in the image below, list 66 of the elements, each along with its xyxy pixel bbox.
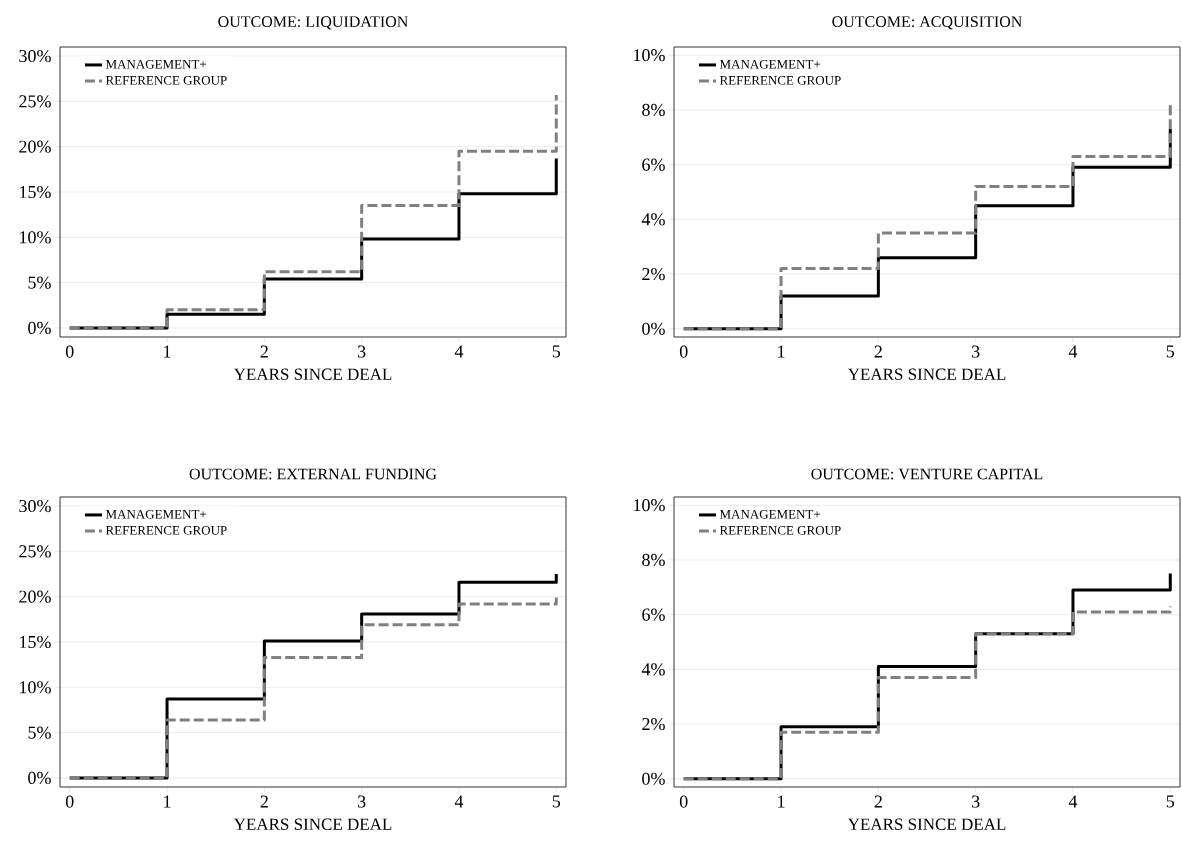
- x-tick-label: 2: [874, 795, 882, 808]
- legend-label: MANAGEMENT+: [105, 59, 207, 69]
- chart-title: OUTCOME: ACQUISITION: [832, 16, 1022, 30]
- y-tick-label: 5%: [28, 276, 51, 289]
- y-tick-label: 10%: [20, 231, 51, 244]
- x-tick-label: 0: [65, 795, 74, 808]
- legend-label: REFERENCE GROUP: [105, 526, 227, 535]
- y-tick-label: 0%: [642, 772, 665, 785]
- y-tick-label: 8%: [642, 553, 665, 567]
- x-tick-label: 4: [454, 345, 464, 358]
- legend-label: MANAGEMENT+: [105, 509, 207, 519]
- y-tick-label: 10%: [634, 49, 665, 62]
- chart-title: OUTCOME: VENTURE CAPITAL: [811, 468, 1043, 480]
- legend-label: MANAGEMENT+: [719, 509, 821, 519]
- y-tick-label: 25%: [19, 545, 51, 558]
- x-tick-label: 4: [454, 795, 464, 808]
- y-tick-label: 30%: [19, 49, 51, 63]
- y-tick-label: 2%: [642, 717, 665, 731]
- y-tick-label: 8%: [642, 103, 665, 117]
- x-axis-title: YEARS SINCE DEAL: [847, 818, 1006, 830]
- y-tick-label: 25%: [19, 95, 51, 108]
- y-tick-label: 20%: [19, 590, 51, 603]
- x-tick-label: 3: [358, 345, 366, 358]
- x-tick-label: 2: [874, 345, 882, 358]
- y-tick-label: 0%: [642, 322, 665, 335]
- x-tick-label: 5: [1166, 795, 1175, 808]
- y-tick-label: 15%: [20, 185, 51, 199]
- x-tick-label: 0: [65, 345, 74, 358]
- legend-label: MANAGEMENT+: [719, 59, 821, 69]
- y-tick-label: 30%: [19, 499, 51, 513]
- y-tick-label: 6%: [642, 608, 665, 621]
- legend-label: REFERENCE GROUP: [719, 526, 841, 535]
- x-tick-label: 4: [1068, 345, 1078, 358]
- x-tick-label: 1: [164, 345, 171, 358]
- x-tick-label: 2: [260, 345, 268, 358]
- x-tick-label: 3: [358, 795, 366, 808]
- y-tick-label: 10%: [20, 681, 51, 694]
- x-axis-title: YEARS SINCE DEAL: [233, 368, 392, 380]
- x-tick-label: 5: [552, 795, 561, 808]
- x-tick-label: 1: [164, 795, 171, 808]
- x-tick-label: 1: [778, 345, 785, 358]
- y-tick-label: 0%: [28, 771, 51, 785]
- x-tick-label: 3: [972, 345, 980, 358]
- x-axis-title: YEARS SINCE DEAL: [233, 818, 392, 830]
- y-tick-label: 10%: [634, 499, 665, 512]
- chart-title: OUTCOME: EXTERNAL FUNDING: [189, 468, 437, 480]
- y-tick-label: 15%: [20, 635, 51, 649]
- y-tick-label: 6%: [642, 158, 665, 171]
- y-tick-label: 4%: [641, 663, 665, 676]
- x-axis-title: YEARS SINCE DEAL: [847, 368, 1006, 380]
- x-tick-label: 3: [972, 795, 980, 808]
- chart-title: OUTCOME: LIQUIDATION: [218, 16, 408, 30]
- x-tick-label: 4: [1068, 795, 1078, 808]
- x-tick-label: 5: [552, 345, 561, 358]
- y-tick-label: 4%: [641, 213, 665, 226]
- x-tick-label: 0: [679, 795, 688, 808]
- legend-label: REFERENCE GROUP: [719, 76, 841, 85]
- y-tick-label: 0%: [28, 321, 51, 335]
- x-tick-label: 0: [679, 345, 688, 358]
- y-tick-label: 5%: [28, 726, 51, 739]
- x-tick-label: 1: [778, 795, 785, 808]
- y-tick-label: 20%: [19, 140, 51, 153]
- x-tick-label: 2: [260, 795, 268, 808]
- y-tick-label: 2%: [642, 267, 665, 281]
- x-tick-label: 5: [1166, 345, 1175, 358]
- legend-label: REFERENCE GROUP: [105, 76, 227, 85]
